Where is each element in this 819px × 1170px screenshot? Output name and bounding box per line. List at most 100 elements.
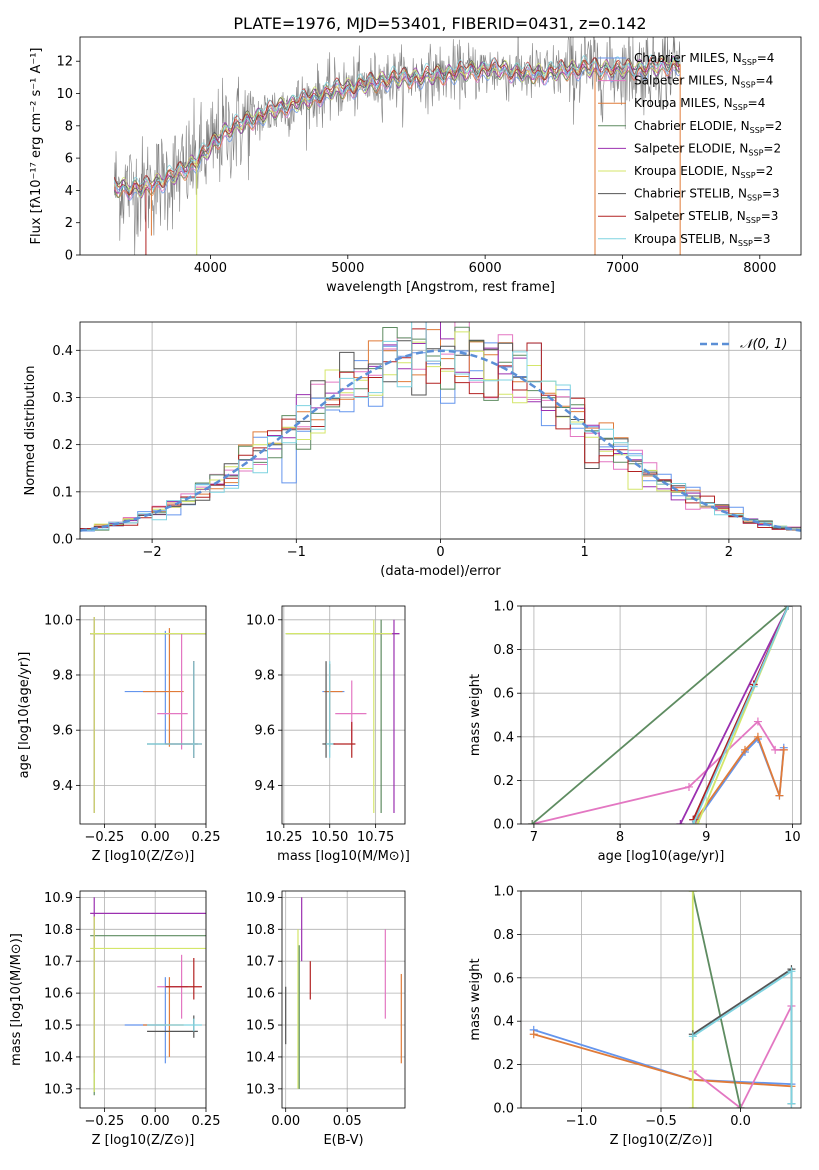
x-tick-label: 0.25 [192,830,221,845]
y-tick-label: 10.3 [246,1082,275,1097]
x-tick-label: −0.5 [645,1114,677,1129]
mass-weight-line [695,735,785,821]
x-tick-label: 0.0 [730,1114,751,1129]
y-tick-label: 10.8 [246,923,275,938]
y-tick-label: 10.5 [246,1019,275,1034]
mass_vs_ebv-axes: 0.00 0.05 10.3 10.4 10.5 10.6 10.7 10.8 10.9 E(B-… [246,890,406,1148]
y-tick-label: 0.2 [52,438,73,453]
errorbar-point [90,897,206,1073]
normal-distribution-curve [80,349,801,532]
x-axis-label: mass [log10(M/M⊙)] [277,849,410,864]
mass-weight-marker [528,820,537,824]
y-tick-label: 10.9 [246,891,275,906]
x-axis-label: Z [log10(Z/Z⊙)] [610,1133,713,1148]
mass_vs_Z-plot-area [90,897,206,1096]
y-tick-label: 10.8 [44,923,73,938]
errorbar-point [326,661,334,758]
mass-weight-marker [688,1032,697,1041]
y-tick-label: 0.0 [493,818,514,833]
y-tick-label: 0.6 [493,687,514,702]
x-tick-label: 0.05 [333,1114,362,1129]
y-tick-label: 0.2 [493,774,514,789]
y-tick-label: 2 [65,216,73,231]
mass-weight-marker [688,891,697,895]
age_vs_Z-axes: −0.25 0.00 0.25 9.4 9.6 9.8 10.0 Z [log10(Z/Z⊙)… [17,605,221,864]
errorbar-point [90,617,206,813]
y-axis-label: mass [log10(M/M⊙)] [9,933,24,1066]
mass-weight-marker [736,1104,745,1108]
mass_weight_vs_age-plot-area [528,606,793,824]
mass-weight-line [679,606,789,824]
axes-frame [79,321,802,540]
mass-weight-line [531,606,789,824]
x-tick-label: 0 [436,545,444,560]
mass-weight-marker [676,820,685,824]
errorbar-point [285,619,393,813]
x-tick-label: 9 [702,830,710,845]
mass_weight_vs_age-axes: 7 8 9 10 0.0 0.2 0.4 0.6 0.8 1.0 age [log10(age/yr… [468,600,802,864]
mass-weight-marker [685,782,693,791]
y-axis-label: mass weight [468,674,483,756]
x-tick-label: 7 [530,830,538,845]
x-tick-label: 2 [725,545,733,560]
errorbar-point [285,619,400,813]
mass-weight-marker [693,820,702,824]
errorbar-point [335,680,367,742]
errorbar-point [165,661,202,758]
x-tick-label: 0.00 [141,1114,170,1129]
x-tick-label: 6000 [469,261,502,276]
x-tick-label: 10.25 [265,830,302,845]
errorbar-point [143,628,184,747]
mass-weight-marker [775,791,784,800]
x-axis-label: wavelength [Angstrom, rest frame] [326,280,555,295]
x-tick-label: 7000 [606,261,639,276]
errorbar-point [90,916,206,1093]
spectrum-legend: Chabrier MILES, NSSP=4 Salpeter MILES, NS… [598,51,782,248]
x-tick-label: 10.50 [311,830,348,845]
y-tick-label: 6 [65,152,73,167]
y-tick-label: 0.6 [493,971,514,986]
y-tick-label: 9.6 [254,724,275,739]
age_vs_Z-plot-area [90,617,206,813]
errorbar-point [165,958,202,1000]
y-tick-label: 10.0 [44,613,73,628]
errorbar-point [147,1018,202,1032]
y-tick-label: 9.8 [52,668,73,683]
errorbar-point [147,661,198,758]
mass-weight-marker [529,1030,538,1039]
mass_weight_vs_Z-axes: −1.0 −0.5 0.0 0.0 0.2 0.4 0.6 0.8 1.0 Z [log10(Z/… [468,885,802,1148]
x-tick-label: 8 [616,830,624,845]
errorbar-point [90,617,206,813]
mass-weight-marker [787,967,796,976]
mass-weight-marker [771,745,780,754]
errorbar-point [143,977,184,1057]
y-tick-label: 0.4 [493,1015,514,1030]
mass_vs_ebv-plot-area [285,897,402,1089]
legend-entry: Kroupa MILES, NSSP=4 [634,96,765,112]
y-tick-label: 0 [65,249,73,264]
errorbar-point [333,721,356,758]
y-axis-label: Flux [fλ10⁻¹⁷ erg cm⁻² s⁻¹ A⁻¹] [29,48,44,245]
y-tick-label: 10.5 [44,1019,73,1034]
y-tick-label: 10.7 [44,955,73,970]
errorbar-point [124,630,166,744]
y-axis-label: mass weight [468,958,483,1040]
mass-weight-marker [688,1104,697,1108]
mass-weight-line [691,891,742,1108]
spectrum-axes: 4000 5000 6000 7000 8000 0 2 4 6 8 10 12 wavelength … [29,36,802,295]
y-tick-label: 9.4 [52,779,73,794]
y-tick-label: 10 [56,87,73,102]
y-tick-label: 0.8 [493,928,514,943]
age_vs_mass-plot-area [285,619,400,813]
legend-entry: Salpeter STELIB, NSSP=3 [634,209,778,225]
residuals-axes: −2 −1 0 1 2 0.0 0.1 0.2 0.3 0.4 (data-model)/error… [23,321,802,579]
axes-frame [281,890,406,1109]
mass-weight-marker [741,745,749,754]
axes-frame [79,605,207,825]
legend-entry: Kroupa STELIB, NSSP=3 [634,232,771,248]
y-tick-label: 1.0 [493,600,514,615]
mass-weight-marker [689,820,698,824]
age_vs_mass-axes: 10.25 10.50 10.75 9.4 9.6 9.8 10.0 mass [log10(… [246,605,410,864]
y-tick-label: 1.0 [493,885,514,900]
